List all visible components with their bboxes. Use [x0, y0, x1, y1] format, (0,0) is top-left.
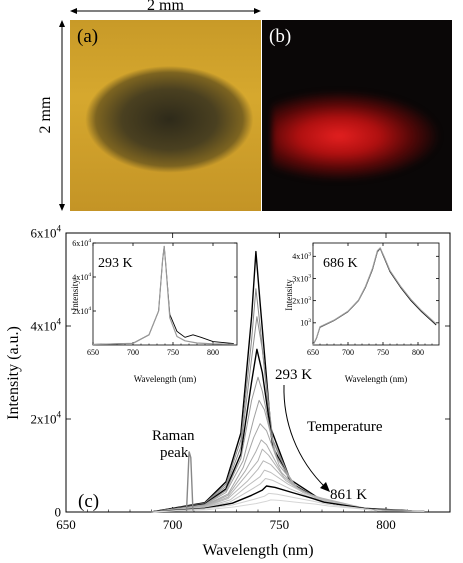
- raman-label-line2: peak: [160, 445, 189, 461]
- main-xlabel: Wavelength (nm): [202, 542, 313, 559]
- y-tick-exponent: 4: [88, 272, 91, 278]
- y-tick-base: 2x10: [72, 307, 88, 316]
- temp-direction-label: Temperature: [307, 419, 383, 435]
- y-tick-base: 4x10: [72, 273, 88, 282]
- scale-bar-vertical: 2 mm: [37, 20, 68, 211]
- series-line-9: [151, 460, 421, 513]
- panel-label-a: (a): [77, 26, 99, 47]
- inset2-ylabel: Intensity: [284, 279, 294, 311]
- main-series-group: [151, 250, 425, 513]
- y-tick-base: 4x10: [30, 319, 56, 334]
- inset2-temp-label: 686 K: [323, 256, 358, 271]
- scale-label-vertical: 2 mm: [37, 96, 54, 134]
- x-tick-label: 700: [127, 348, 139, 357]
- y-tick-label: 0: [55, 505, 62, 520]
- inset1-temp-label: 293 K: [98, 256, 133, 271]
- inset1-ylabel: Intensity: [70, 279, 80, 311]
- series-line-13: [151, 492, 425, 513]
- x-tick-label: 650: [56, 517, 76, 532]
- scale-bar-horizontal-arrow: [70, 8, 261, 14]
- x-tick-label: 650: [87, 348, 99, 357]
- temperature-arrow: [283, 384, 327, 489]
- y-tick-label: 4x103: [292, 252, 311, 262]
- panel-label-b: (b): [269, 26, 292, 47]
- y-tick-base: 2x10: [30, 412, 56, 427]
- series-line-1: [312, 247, 437, 346]
- y-tick-label: 2x104: [72, 306, 91, 316]
- y-tick-label: 3x103: [292, 274, 311, 284]
- photo-optical-micrograph: (a): [70, 20, 261, 211]
- scale-label-horizontal: 2 mm: [147, 0, 184, 14]
- x-tick-label: 750: [270, 517, 290, 532]
- series-line-14: [151, 499, 425, 513]
- series-line-4: [151, 376, 412, 513]
- inset2-series-group: [312, 247, 437, 346]
- series-line-1: [92, 245, 234, 346]
- temp-end-label: 861 K: [330, 487, 367, 503]
- series-line-8: [151, 448, 419, 513]
- x-tick-label: 650: [307, 348, 319, 357]
- photo-luminescence-image: (b): [262, 20, 452, 211]
- y-tick-exponent: 4: [56, 224, 61, 234]
- y-tick-exponent: 3: [308, 252, 311, 258]
- series-line-10: [151, 469, 421, 513]
- y-tick-base: 4x10: [292, 252, 308, 261]
- inset2-xlabel: Wavelength (nm): [345, 374, 408, 384]
- series-line-2: [151, 316, 408, 513]
- x-tick-label: 800: [412, 348, 424, 357]
- temperature-arrowhead: [320, 482, 330, 492]
- scale-bar-horizontal: 2 mm: [70, 0, 261, 18]
- y-tick-label: 4x104: [30, 317, 61, 334]
- x-tick-label: 700: [163, 517, 183, 532]
- x-tick-label: 800: [376, 517, 396, 532]
- y-tick-exponent: 3: [308, 318, 311, 324]
- red-emission-glow: [272, 86, 440, 186]
- y-tick-exponent: 3: [308, 296, 311, 302]
- y-tick-base: 2x10: [292, 296, 308, 305]
- y-tick-base: 3x10: [292, 274, 308, 283]
- x-tick-label: 750: [167, 348, 179, 357]
- scale-bar-vertical-arrow: [59, 20, 65, 211]
- y-tick-base: 6x10: [72, 239, 88, 248]
- y-tick-label: 2x103: [292, 296, 311, 306]
- y-tick-exponent: 4: [88, 238, 91, 244]
- x-tick-label: 800: [207, 348, 219, 357]
- y-tick-label: 2x104: [30, 410, 61, 427]
- y-tick-base: 0: [55, 505, 62, 520]
- x-tick-label: 750: [377, 348, 389, 357]
- inset1-xlabel: Wavelength (nm): [134, 374, 197, 384]
- panel-label-c: (c): [78, 491, 99, 512]
- y-tick-base: 6x10: [30, 226, 56, 241]
- raman-label-line1: Raman: [152, 428, 195, 444]
- inset2-frame: [312, 242, 440, 346]
- main-ylabel: Intensity (a.u.): [5, 326, 22, 420]
- y-tick-label: 103: [300, 318, 311, 328]
- y-tick-exponent: 4: [88, 306, 91, 312]
- temp-start-label: 293 K: [275, 367, 312, 383]
- x-tick-label: 700: [342, 348, 354, 357]
- y-tick-exponent: 4: [56, 317, 61, 327]
- y-tick-base: 10: [300, 319, 308, 328]
- y-tick-label: 4x104: [72, 272, 91, 282]
- inset1-series-group: [92, 245, 234, 346]
- y-tick-exponent: 3: [308, 274, 311, 280]
- y-tick-label: 6x104: [30, 224, 61, 241]
- y-tick-exponent: 4: [56, 410, 61, 420]
- raman-peak-line: [185, 451, 194, 512]
- series-line-12: [151, 485, 425, 513]
- y-tick-label: 6x104: [72, 238, 91, 248]
